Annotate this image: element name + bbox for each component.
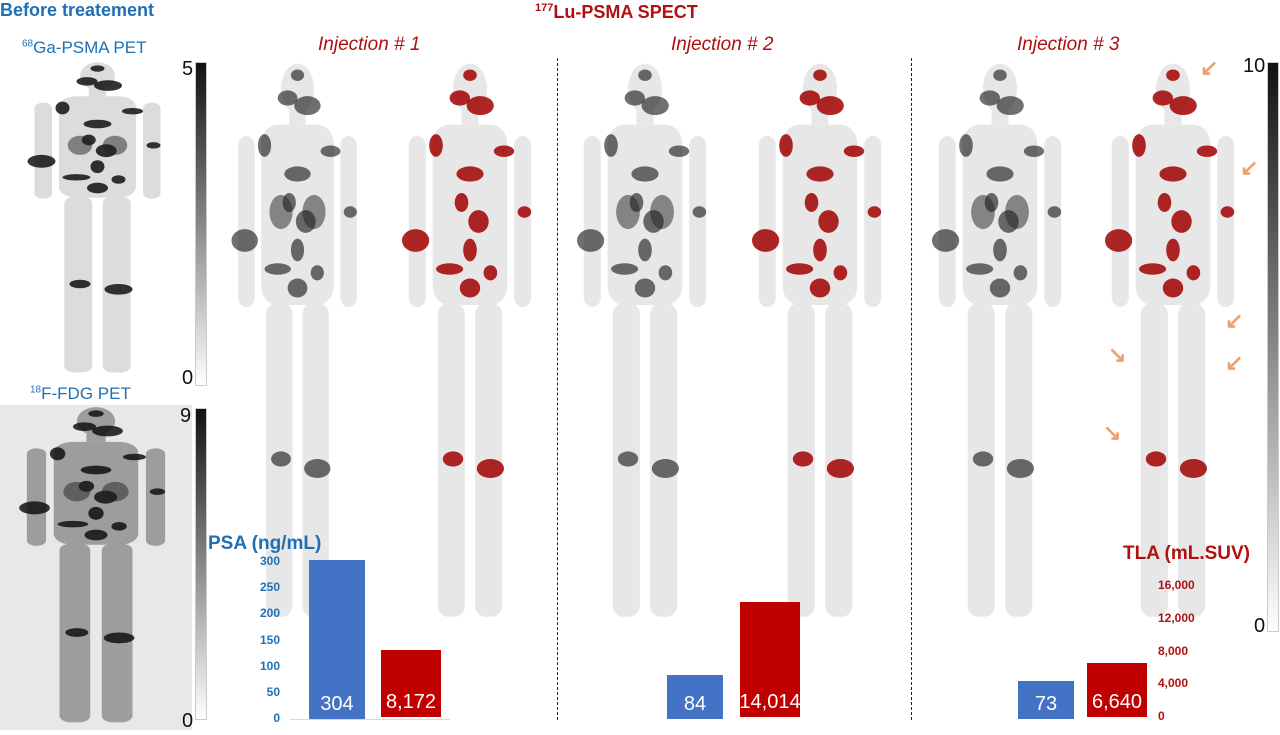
spect-injection-3-overlay-image [1088, 60, 1258, 630]
injection-3-label: Injection # 3 [1017, 34, 1120, 55]
fdg-colorbar-max: 9 [180, 405, 192, 427]
spect-title-text: Lu-PSMA SPECT [553, 2, 698, 22]
psma-pet-label: 68Ga-PSMA PET [22, 38, 147, 58]
arrow-icon: ↙ [1225, 350, 1244, 375]
psa-tick-label: 100 [259, 658, 280, 673]
spect-injection-3-image [915, 60, 1085, 630]
psa-tick-label: 250 [259, 580, 280, 595]
tla-tick-label: 16,000 [1158, 578, 1195, 592]
psa-bar: 73 [1018, 680, 1074, 719]
psma-colorbar-min: 0 [182, 367, 194, 389]
fdg-colorbar [195, 408, 207, 720]
tla-bar: 8,172 [381, 650, 441, 717]
psa-bar: 304 [309, 559, 365, 719]
spect-injection-1-overlay-image [385, 60, 555, 630]
psa-tick-label: 200 [259, 606, 280, 621]
psa-bar: 84 [667, 675, 723, 719]
fdg-colorbar-min: 0 [182, 710, 194, 732]
axis-line [290, 719, 450, 720]
spect-colorbar [1267, 62, 1279, 632]
arrow-icon: ↘ [1103, 420, 1122, 445]
spect-injection-1-image [215, 60, 380, 630]
tla-bar: 6,640 [1087, 662, 1147, 717]
tla-tick-label: 0 [1158, 709, 1165, 723]
spect-colorbar-max: 10 [1243, 55, 1266, 77]
tla-bar: 14,014 [739, 602, 801, 717]
psma-sup: 68 [22, 38, 34, 50]
psma-colorbar [195, 62, 207, 386]
isotope-superscript: 177 [535, 2, 554, 14]
psa-axis-title: PSA (ng/mL) [208, 533, 322, 554]
injection-1-label: Injection # 1 [318, 34, 421, 55]
arrow-icon: ↙ [1225, 308, 1244, 333]
tla-tick-label: 4,000 [1158, 676, 1189, 691]
tla-axis-title: TLA (mL.SUV) [1123, 543, 1251, 564]
psma-text: Ga-PSMA PET [33, 38, 147, 57]
fdg-text: F-FDG PET [41, 384, 131, 403]
spect-title: 177Lu-PSMA SPECT [535, 2, 698, 23]
arrow-icon: ↙ [1240, 155, 1259, 180]
divider [557, 58, 558, 720]
psa-tick-label: 50 [266, 684, 280, 699]
injection-2-label: Injection # 2 [671, 34, 774, 55]
fdg-pet-label: 18F-FDG PET [30, 384, 131, 404]
spect-colorbar-min: 0 [1254, 615, 1266, 637]
tla-tick-label: 12,000 [1158, 610, 1195, 625]
psma-colorbar-max: 5 [182, 58, 194, 80]
arrow-icon: ↙ [1200, 55, 1219, 80]
psa-tick-label: 300 [259, 554, 280, 568]
spect-injection-2-overlay-image [735, 60, 905, 630]
psa-tick-label: 150 [259, 632, 280, 647]
divider [911, 58, 912, 720]
spect-injection-2-image [560, 60, 730, 630]
arrow-icon: ↘ [1108, 342, 1127, 367]
psma-pet-image [10, 60, 185, 380]
fdg-pet-image [0, 405, 192, 730]
before-treatment-title: Before treatement [0, 0, 155, 20]
tla-tick-label: 8,000 [1158, 643, 1189, 658]
fdg-sup: 18 [30, 384, 42, 396]
psa-tick-label: 0 [273, 711, 280, 725]
